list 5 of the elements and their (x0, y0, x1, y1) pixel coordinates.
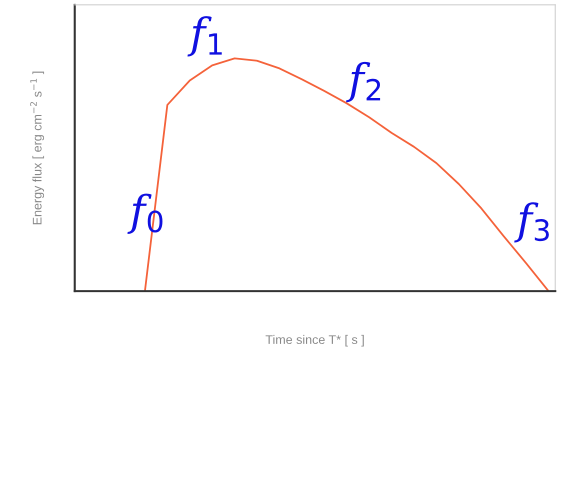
y-axis-title: Energy flux [ erg cm$^{−2}$ s$^{−1}$ ] (30, 72, 44, 224)
annotation: f$_{3}$ (514, 202, 549, 243)
annotation: f$_{2}$ (346, 62, 380, 102)
text: f$_{1}$ (188, 16, 222, 56)
x-axis-title: Time since T* [ s ] (266, 334, 364, 347)
